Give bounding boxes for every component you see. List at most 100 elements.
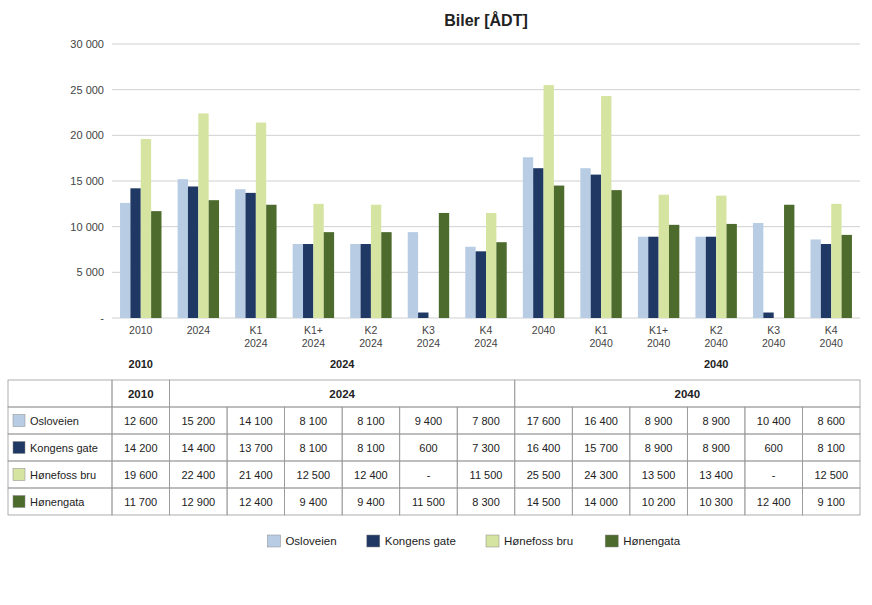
period-label: 2010	[129, 358, 153, 370]
table-cell	[400, 488, 458, 515]
table-cell	[342, 488, 400, 515]
table-cell	[227, 434, 285, 461]
bar	[418, 313, 428, 318]
bar	[580, 168, 590, 318]
bar	[408, 232, 418, 318]
x-tick-label: 2040	[532, 324, 556, 336]
bar	[601, 96, 611, 318]
table-cell	[457, 488, 515, 515]
x-tick-line: K4	[825, 324, 838, 336]
table-value: 8 900	[702, 415, 730, 427]
bar	[428, 318, 438, 319]
legend-label: Hønengata	[623, 535, 681, 547]
table-cell	[802, 407, 860, 434]
y-tick-label: 20 000	[70, 129, 104, 141]
table-value: 8 100	[357, 442, 385, 454]
grid-line	[112, 181, 860, 182]
legend: OsloveienKongens gateHønefoss bruHønenga…	[267, 535, 680, 547]
table-value: 16 400	[527, 442, 561, 454]
table-cell	[630, 488, 688, 515]
bar	[303, 244, 313, 318]
bar	[141, 139, 151, 318]
bar	[706, 237, 716, 318]
table-value: 10 400	[757, 415, 791, 427]
x-tick-label: K22040	[704, 324, 728, 349]
bar	[235, 189, 245, 318]
table-cell	[687, 488, 745, 515]
legend-swatch	[367, 535, 380, 547]
table-value: 17 600	[527, 415, 561, 427]
table-swatch	[13, 496, 25, 508]
table-swatch	[13, 469, 25, 481]
bar	[293, 244, 303, 318]
x-tick-line: K3	[422, 324, 435, 336]
table-cell	[227, 407, 285, 434]
table-value: 15 200	[181, 415, 215, 427]
table-value: 9 400	[357, 496, 385, 508]
table-cell	[515, 488, 573, 515]
table-cell	[342, 407, 400, 434]
bar	[648, 237, 658, 318]
table-value: 16 400	[584, 415, 618, 427]
table-cell	[572, 488, 630, 515]
bar	[659, 195, 669, 318]
bar	[476, 251, 486, 318]
table-cell	[457, 461, 515, 488]
y-tick-label: 10 000	[70, 221, 104, 233]
x-tick-line: K1+	[304, 324, 323, 336]
table-value: 11 700	[124, 496, 157, 508]
grid-line	[112, 135, 860, 136]
table-value: 13 400	[699, 469, 733, 481]
table-cell	[112, 461, 170, 488]
bar	[591, 175, 601, 318]
bar	[465, 247, 475, 318]
table-value: 14 100	[239, 415, 273, 427]
table-value: 25 500	[527, 469, 561, 481]
table-cell	[8, 461, 112, 488]
table-value: 14 400	[181, 442, 215, 454]
bar	[313, 204, 323, 318]
table-value: 8 100	[357, 415, 385, 427]
bar	[763, 313, 773, 318]
table-value: 8 900	[702, 442, 730, 454]
table-cell	[572, 461, 630, 488]
table-value: 12 900	[181, 496, 215, 508]
table-cell	[285, 434, 343, 461]
x-tick-line: K1	[595, 324, 608, 336]
table-cell	[170, 461, 228, 488]
table-value: 8 100	[300, 442, 328, 454]
table-cell	[112, 488, 170, 515]
bar	[361, 244, 371, 318]
table-value: 10 300	[699, 496, 733, 508]
table-value: 12 400	[757, 496, 791, 508]
table-value: 8 100	[817, 442, 845, 454]
y-tick-label: 15 000	[70, 175, 104, 187]
chart-svg: Biler [ÅDT]-5 00010 00015 00020 00025 00…	[0, 0, 872, 605]
table-cell	[802, 488, 860, 515]
table-cell	[687, 407, 745, 434]
bar	[831, 204, 841, 318]
table-value: 8 600	[817, 415, 845, 427]
bar	[716, 196, 726, 318]
table-value: 9 100	[817, 496, 845, 508]
table-header: 2010	[128, 388, 154, 400]
table-value: 14 000	[584, 496, 618, 508]
legend-label: Kongens gate	[385, 535, 456, 547]
table-cell	[170, 380, 515, 407]
table-cell	[515, 380, 860, 407]
y-tick-label: 30 000	[70, 38, 104, 50]
bar	[784, 205, 794, 318]
table-cell	[112, 434, 170, 461]
x-tick-label: K12024	[244, 324, 268, 349]
period-label: 2040	[704, 358, 728, 370]
table-row-label: Kongens gate	[30, 442, 98, 454]
table-value: 8 900	[645, 415, 673, 427]
bar	[523, 157, 533, 318]
table-row-label: Osloveien	[30, 415, 79, 427]
table-value: 19 600	[124, 469, 158, 481]
x-tick-label: 2010	[129, 324, 153, 336]
table-cell	[515, 461, 573, 488]
bar	[533, 168, 543, 318]
x-tick-line: 2040	[532, 324, 556, 336]
y-tick-label: 25 000	[70, 84, 104, 96]
